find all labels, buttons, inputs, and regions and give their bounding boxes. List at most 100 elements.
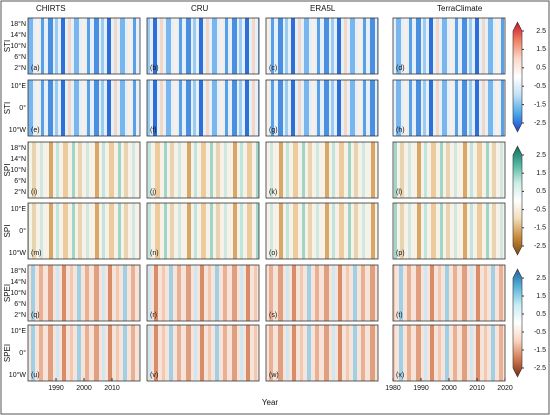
y-tick-label: 10°W — [9, 126, 27, 134]
colorbar-tick-label: 2.5 — [536, 28, 546, 35]
colorbar-tick-label: -1.5 — [534, 101, 546, 108]
colorbar-tick-label: 0.5 — [536, 311, 546, 318]
x-tick-label: 1980 — [385, 385, 401, 392]
panel-label: (s) — [269, 312, 277, 319]
heatmap-panel — [146, 79, 260, 137]
colorbar-tick-label: -1.5 — [534, 225, 546, 232]
row-label: STI — [3, 40, 12, 52]
x-tick-label: 2010 — [469, 385, 485, 392]
panel-label: (a) — [31, 65, 40, 72]
heatmap-panel — [27, 264, 141, 322]
y-tick-label: 14°N — [10, 278, 26, 286]
row-label: SPEI — [3, 344, 12, 362]
panels: CHIRTS CRU ERA5L TerraClimate STI 18°N 14°N 10°… — [3, 4, 546, 407]
colorbar-tick-label: -2.5 — [534, 365, 546, 372]
column-title: ERA5L — [310, 4, 336, 13]
colorbar-tick-label: -0.5 — [534, 329, 546, 336]
heatmap-panel — [392, 202, 506, 260]
colorbar-tick-label: -1.5 — [534, 347, 546, 354]
y-tick-label: 6°N — [14, 177, 26, 185]
x-tick-label: 2010 — [104, 385, 120, 392]
y-tick-label: 2°N — [14, 188, 26, 196]
panel-label: (d) — [396, 65, 405, 72]
panel-label: (p) — [396, 250, 405, 257]
y-tick-label: 2°N — [14, 64, 26, 72]
heatmap-panel — [265, 264, 379, 322]
y-tick-label: 10°N — [10, 42, 26, 50]
x-tick-label: 2000 — [441, 385, 457, 392]
heatmap-panel — [265, 79, 379, 137]
y-tick-label: 10°E — [11, 82, 27, 90]
panel-label: (t) — [396, 312, 403, 319]
heatmap-panel — [27, 324, 141, 382]
x-tick-label: 2000 — [76, 385, 92, 392]
colorbar — [512, 145, 523, 256]
colorbar-tick-label: 0.5 — [536, 188, 546, 195]
panel-label: (u) — [31, 372, 40, 379]
row-label: SPEI — [3, 284, 12, 302]
y-tick-label: 6°N — [14, 300, 26, 308]
y-tick-label: 0° — [19, 349, 26, 357]
y-tick-label: 10°W — [9, 249, 27, 257]
colorbar-tick-label: -2.5 — [534, 243, 546, 250]
colorbar-tick-label: 2.5 — [536, 275, 546, 282]
heatmap-panel — [392, 141, 506, 199]
y-tick-label: 2°N — [14, 311, 26, 319]
y-tick-label: 14°N — [10, 155, 26, 163]
y-tick-label: 10°E — [11, 327, 27, 335]
panel-label: (o) — [269, 250, 278, 257]
panel-label: (l) — [396, 189, 402, 196]
heatmap-panel — [27, 141, 141, 199]
y-tick-label: 18°N — [10, 20, 26, 28]
x-tick-label: 1990 — [48, 385, 64, 392]
heatmap-panel — [265, 202, 379, 260]
heatmap-panel — [392, 79, 506, 137]
row-label: SPI — [3, 225, 12, 238]
panel-label: (h) — [396, 127, 405, 134]
y-tick-label: 18°N — [10, 267, 26, 275]
heatmap-panel — [392, 324, 506, 382]
panel-label: (k) — [269, 189, 277, 196]
panel-label: (e) — [31, 127, 40, 134]
panel-label: (m) — [31, 250, 42, 257]
heatmap-panel — [27, 79, 141, 137]
y-tick-label: 10°W — [9, 371, 27, 379]
colorbar-tick-label: -0.5 — [534, 83, 546, 90]
y-tick-label: 18°N — [10, 144, 26, 152]
column-title: TerraClimate — [437, 4, 483, 13]
heatmap-panel — [146, 141, 260, 199]
y-tick-label: 0° — [19, 227, 26, 235]
x-tick-label: 1990 — [413, 385, 429, 392]
row-label: SPI — [3, 164, 12, 177]
column-title: CHIRTS — [36, 4, 66, 13]
panel-label: (n) — [150, 250, 159, 257]
colorbar — [512, 21, 523, 133]
y-tick-label: 10°N — [10, 166, 26, 174]
colorbar-tick-label: 1.5 — [536, 170, 546, 177]
heatmap-panel — [146, 17, 260, 75]
panel-label: (i) — [31, 189, 37, 196]
panel-label: (q) — [31, 312, 40, 319]
x-axis-label: Year — [262, 398, 279, 407]
colorbar-tick-label: 1.5 — [536, 46, 546, 53]
y-tick-label: 14°N — [10, 31, 26, 39]
panel-label: (f) — [150, 127, 157, 134]
panel-label: (v) — [150, 372, 158, 379]
y-tick-label: 6°N — [14, 53, 26, 61]
row-label: STI — [3, 102, 12, 114]
heatmap-panel — [146, 202, 260, 260]
heatmap-panel — [27, 17, 141, 75]
y-tick-label: 10°E — [11, 205, 27, 213]
heatmap-panel — [146, 324, 260, 382]
colorbar-tick-label: 2.5 — [536, 152, 546, 159]
heatmap-panel — [265, 324, 379, 382]
heatmap-panel — [392, 17, 506, 75]
column-title: CRU — [191, 4, 209, 13]
panel-label: (x) — [396, 372, 404, 379]
panel-label: (j) — [150, 189, 156, 196]
colorbar-tick-label: -2.5 — [534, 120, 546, 127]
heatmap-panel — [265, 17, 379, 75]
x-tick-label: 2020 — [497, 385, 513, 392]
